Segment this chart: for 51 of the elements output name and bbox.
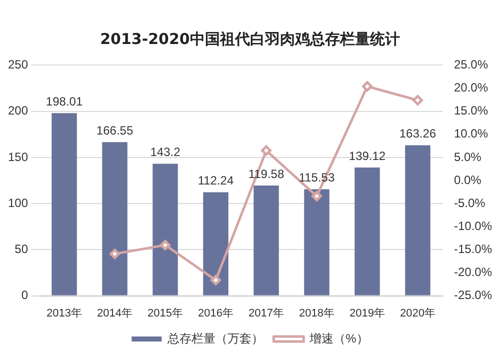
legend-label: 增速（%） [308, 331, 368, 346]
text: 112.24 [198, 174, 234, 188]
y2-tick-label: 0.0% [454, 172, 482, 187]
x-tick-label: 2017年 [248, 307, 284, 320]
point [261, 145, 272, 156]
y-tick-label: 50 [14, 242, 28, 256]
x-tick-label: 2014年 [97, 307, 133, 320]
text: 198.01 [46, 94, 83, 108]
x-tick-label: 2016年 [198, 307, 234, 320]
y2-tick-label: 10.0% [454, 126, 488, 141]
y2-tick-label: 20.0% [454, 80, 488, 95]
bar [102, 142, 128, 296]
point [412, 95, 423, 106]
text: 139.12 [348, 148, 386, 163]
y2-tick-label: 5.0% [454, 150, 482, 164]
y2-tick-label: 15.0% [454, 104, 488, 118]
text: 115.53 [298, 170, 335, 185]
y2-tick-label: -10.0% [454, 218, 492, 233]
point [110, 248, 120, 260]
point [210, 274, 222, 286]
text: 143.2 [150, 145, 180, 160]
legend-label: 总存栏量（万套） [166, 331, 264, 346]
y2-tick-label: 25.0% [454, 58, 488, 72]
y2-tick-label: -5.0% [454, 196, 486, 210]
bar [152, 164, 178, 296]
y-tick-label: 150 [8, 150, 28, 164]
bar [52, 113, 77, 296]
bar [354, 167, 380, 296]
point [160, 240, 171, 250]
text: 119.58 [248, 166, 284, 181]
y2-tick-label: -15.0% [454, 242, 492, 256]
text: 166.55 [96, 123, 134, 138]
y-tick-label: 100 [8, 196, 28, 210]
x-tick-label: 2015年 [148, 307, 183, 320]
x-tick-label: 2019年 [349, 307, 385, 320]
point [311, 190, 322, 202]
y-tick-label: 200 [8, 104, 28, 118]
point [362, 81, 372, 92]
x-tick-label: 2020年 [400, 307, 436, 320]
y-tick-label: 250 [8, 58, 28, 72]
text: 163.26 [399, 126, 436, 141]
x-tick-label: 2013年 [46, 307, 82, 320]
bar [405, 145, 430, 296]
y-tick-label: 0 [21, 288, 28, 302]
x-tick-label: 2018年 [299, 307, 334, 320]
bar [203, 192, 228, 296]
y2-tick-label: -25.0% [454, 288, 492, 302]
chart-title: 2013-2020中国祖代白羽肉鸡总存栏量统计 [99, 30, 401, 49]
bar [254, 186, 279, 296]
y2-tick-label: -20.0% [454, 265, 492, 280]
bar [304, 189, 330, 296]
